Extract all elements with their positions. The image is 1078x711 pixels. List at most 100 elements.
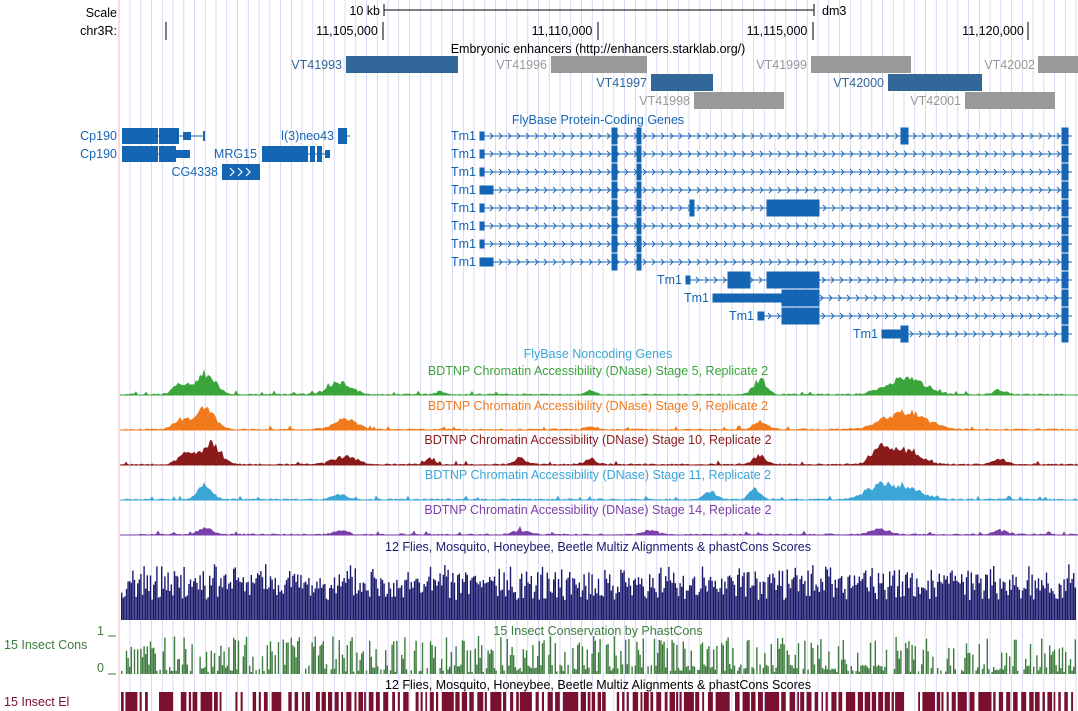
multiz-bar: [445, 576, 448, 620]
phastcons-bar: [317, 655, 320, 674]
strand-arrow: [840, 222, 845, 230]
enhancer-label[interactable]: VT42002: [984, 58, 1035, 72]
multiz-bar: [701, 566, 704, 620]
phastcons-bar: [1013, 639, 1016, 674]
strand-arrow: [597, 222, 602, 230]
gene-tm1-transcript[interactable]: Tm1: [657, 271, 1072, 289]
exon-block: [1061, 253, 1069, 271]
gene-tm1-transcript[interactable]: Tm1: [729, 307, 1072, 325]
multiz-bar: [965, 577, 968, 620]
enhancer-feature-vt41993[interactable]: [346, 56, 458, 73]
strand-arrow: [714, 258, 719, 266]
phastcons-bar: [433, 657, 435, 674]
gene-cp190-2[interactable]: [122, 146, 190, 162]
strand-arrow: [858, 186, 863, 194]
phastcons-bar: [441, 658, 443, 674]
utr-block: [479, 131, 485, 141]
phastcons-bar: [756, 647, 758, 674]
gene-cp190-1[interactable]: [122, 128, 205, 144]
multiz-bar: [490, 580, 492, 620]
gene-label[interactable]: CG4338: [171, 165, 218, 179]
phastcons-bar: [949, 665, 952, 674]
dnase-tracks: BDTNP Chromatin Accessibility (DNase) St…: [120, 364, 1078, 536]
phastcons-bar: [418, 671, 420, 674]
multiz-bar: [450, 581, 452, 620]
gene-tm1-transcript[interactable]: Tm1: [451, 127, 1072, 145]
enhancer-feature-vt42002[interactable]: [1038, 56, 1078, 73]
gene-tm1-transcript[interactable]: Tm1: [684, 289, 1072, 307]
gene-tm1-transcript[interactable]: Tm1: [451, 235, 1072, 253]
strand-arrow: [822, 258, 827, 266]
exon-block: [1061, 163, 1069, 181]
enhancer-label[interactable]: VT41993: [291, 58, 342, 72]
gene-label[interactable]: Cp190: [80, 147, 117, 161]
enhancer-label[interactable]: VT42001: [910, 94, 961, 108]
phastcons-bar: [837, 646, 840, 674]
strand-arrow: [813, 240, 818, 248]
phastcons-bar: [1061, 647, 1064, 674]
element-track-label[interactable]: 15 Insect El: [4, 695, 69, 709]
element-bar: [683, 692, 694, 711]
enhancer-feature-vt41999[interactable]: [811, 56, 911, 73]
element-bar: [845, 692, 856, 711]
strand-arrow: [939, 168, 944, 176]
element-track-title: 12 Flies, Mosquito, Honeybee, Beetle Mul…: [385, 678, 811, 692]
multiz-bar: [226, 589, 228, 620]
gene-l3neo43[interactable]: [338, 128, 350, 144]
strand-arrow: [732, 204, 737, 212]
multiz-bar: [596, 593, 598, 620]
multiz-bar: [516, 599, 518, 620]
gene-cg4338[interactable]: [222, 164, 260, 180]
enhancer-feature-vt42000[interactable]: [888, 74, 982, 91]
enhancer-label[interactable]: VT41996: [496, 58, 547, 72]
phastcons-bar: [394, 671, 396, 674]
element-bar: [397, 692, 400, 711]
multiz-bar: [695, 594, 697, 620]
multiz-bar: [257, 573, 259, 620]
phastcons-bar: [121, 670, 123, 674]
enhancer-label[interactable]: VT41997: [596, 76, 647, 90]
exon-block: [1061, 145, 1069, 163]
gene-tm1-transcript[interactable]: Tm1: [451, 253, 1072, 271]
gene-tm1-transcript[interactable]: Tm1: [451, 145, 1072, 163]
strand-arrow: [1056, 240, 1061, 248]
strand-arrow: [489, 204, 494, 212]
strand-arrow: [543, 168, 548, 176]
gene-label[interactable]: Cp190: [80, 129, 117, 143]
gene-tm1-transcript[interactable]: Tm1: [451, 217, 1072, 235]
enhancer-feature-vt41996[interactable]: [551, 56, 647, 73]
enhancer-feature-vt41998[interactable]: [694, 92, 784, 109]
exon-block: [1061, 217, 1069, 235]
enhancer-label[interactable]: VT41998: [639, 94, 690, 108]
multiz-bar: [509, 566, 512, 620]
strand-arrow: [669, 258, 674, 266]
enhancer-label[interactable]: VT42000: [833, 76, 884, 90]
multiz-bar: [618, 592, 620, 620]
strand-arrow: [516, 240, 521, 248]
strand-arrow: [1011, 258, 1016, 266]
strand-arrow: [525, 240, 530, 248]
multiz-bar: [425, 586, 427, 620]
enhancer-feature-vt41997[interactable]: [651, 74, 713, 91]
enhancer-label[interactable]: VT41999: [756, 58, 807, 72]
multiz-bar: [434, 580, 436, 620]
gene-label[interactable]: MRG15: [214, 147, 257, 161]
strand-arrow: [749, 276, 754, 284]
strand-arrow: [489, 150, 494, 158]
gene-label[interactable]: l(3)neo43: [281, 129, 334, 143]
gene-tm1-transcript[interactable]: Tm1: [451, 199, 1072, 217]
multiz-bar: [669, 580, 672, 620]
cons-track-label[interactable]: 15 Insect Cons: [4, 638, 87, 652]
strand-arrow: [948, 150, 953, 158]
multiz-bar: [236, 580, 238, 620]
multiz-bar: [354, 568, 356, 620]
phastcons-bar: [225, 667, 227, 674]
gene-mrg15[interactable]: [262, 146, 330, 162]
strand-arrow: [525, 132, 530, 140]
gene-tm1-transcript[interactable]: Tm1: [451, 163, 1072, 181]
gene-tm1-transcript[interactable]: Tm1: [451, 181, 1072, 199]
strand-arrow: [768, 186, 773, 194]
enhancer-feature-vt42001[interactable]: [965, 92, 1055, 109]
gene-tm1-transcript[interactable]: Tm1: [853, 325, 1072, 343]
multiz-bar: [735, 596, 737, 620]
